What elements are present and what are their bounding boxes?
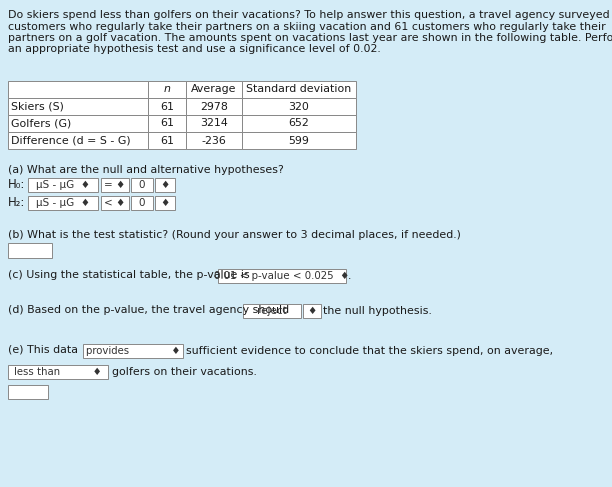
Text: (a) What are the null and alternative hypotheses?: (a) What are the null and alternative hy… bbox=[8, 165, 284, 175]
Bar bbox=[155, 178, 175, 192]
Text: partners on a golf vacation. The amounts spent on vacations last year are shown : partners on a golf vacation. The amounts… bbox=[8, 33, 612, 43]
Bar bbox=[28, 178, 98, 192]
Text: (c) Using the statistical table, the p-value is: (c) Using the statistical table, the p-v… bbox=[8, 270, 250, 280]
Bar bbox=[131, 196, 153, 210]
Text: H₀:: H₀: bbox=[8, 179, 25, 191]
Text: 3214: 3214 bbox=[200, 118, 228, 129]
Text: (b) What is the test statistic? (Round your answer to 3 decimal places, if neede: (b) What is the test statistic? (Round y… bbox=[8, 230, 461, 240]
Bar bbox=[131, 178, 153, 192]
Text: Standard deviation: Standard deviation bbox=[247, 85, 352, 94]
Bar bbox=[8, 385, 48, 399]
Bar bbox=[186, 132, 242, 149]
Text: μS - μG  ♦: μS - μG ♦ bbox=[36, 180, 90, 190]
Bar bbox=[242, 115, 356, 132]
Bar bbox=[83, 344, 183, 358]
Text: H₂:: H₂: bbox=[8, 196, 25, 209]
Text: Golfers (G): Golfers (G) bbox=[11, 118, 71, 129]
Bar bbox=[8, 98, 148, 115]
Bar bbox=[148, 98, 186, 115]
Text: reject: reject bbox=[257, 306, 287, 316]
Text: an appropriate hypothesis test and use a significance level of 0.02.: an appropriate hypothesis test and use a… bbox=[8, 44, 381, 55]
Text: customers who regularly take their partners on a skiing vacation and 61 customer: customers who regularly take their partn… bbox=[8, 21, 606, 32]
Text: 61: 61 bbox=[160, 118, 174, 129]
Bar bbox=[218, 269, 346, 283]
Bar bbox=[8, 115, 148, 132]
Text: (e) This data: (e) This data bbox=[8, 345, 78, 355]
Bar bbox=[243, 304, 301, 318]
Bar bbox=[155, 196, 175, 210]
Text: .: . bbox=[348, 271, 351, 281]
Text: 0: 0 bbox=[139, 180, 145, 190]
Text: 2978: 2978 bbox=[200, 101, 228, 112]
Text: ♦: ♦ bbox=[160, 198, 170, 208]
Text: n: n bbox=[163, 85, 171, 94]
Bar bbox=[148, 81, 186, 98]
Bar bbox=[148, 115, 186, 132]
Text: Do skiers spend less than golfers on their vacations? To help answer this questi: Do skiers spend less than golfers on the… bbox=[8, 10, 612, 20]
Text: 599: 599 bbox=[289, 135, 310, 146]
Text: (d) Based on the p-value, the travel agency should: (d) Based on the p-value, the travel age… bbox=[8, 305, 289, 315]
Text: 652: 652 bbox=[289, 118, 310, 129]
Bar bbox=[303, 304, 321, 318]
Text: -236: -236 bbox=[201, 135, 226, 146]
Text: < ♦: < ♦ bbox=[105, 198, 125, 208]
Bar bbox=[242, 98, 356, 115]
Bar bbox=[186, 115, 242, 132]
Bar bbox=[8, 243, 52, 258]
Bar bbox=[8, 132, 148, 149]
Bar bbox=[8, 365, 108, 379]
Bar bbox=[28, 196, 98, 210]
Bar bbox=[101, 196, 129, 210]
Bar bbox=[186, 81, 242, 98]
Text: Average: Average bbox=[191, 85, 237, 94]
Text: Difference (d = S - G): Difference (d = S - G) bbox=[11, 135, 130, 146]
Text: 61: 61 bbox=[160, 135, 174, 146]
Text: the null hypothesis.: the null hypothesis. bbox=[323, 306, 432, 316]
Text: ♦: ♦ bbox=[307, 306, 316, 316]
Text: Skiers (S): Skiers (S) bbox=[11, 101, 64, 112]
Bar bbox=[186, 98, 242, 115]
Text: less than          ♦: less than ♦ bbox=[14, 367, 102, 377]
Bar bbox=[8, 81, 148, 98]
Text: sufficient evidence to conclude that the skiers spend, on average,: sufficient evidence to conclude that the… bbox=[186, 346, 553, 356]
Text: = ♦: = ♦ bbox=[105, 180, 125, 190]
Text: golfers on their vacations.: golfers on their vacations. bbox=[112, 367, 257, 377]
Text: 0.01 < p-value < 0.025  ♦: 0.01 < p-value < 0.025 ♦ bbox=[214, 271, 349, 281]
Text: 320: 320 bbox=[289, 101, 310, 112]
Text: 0: 0 bbox=[139, 198, 145, 208]
Text: provides             ♦: provides ♦ bbox=[86, 346, 181, 356]
Bar bbox=[242, 132, 356, 149]
Bar bbox=[148, 132, 186, 149]
Bar bbox=[101, 178, 129, 192]
Text: ♦: ♦ bbox=[160, 180, 170, 190]
Text: 61: 61 bbox=[160, 101, 174, 112]
Text: μS - μG  ♦: μS - μG ♦ bbox=[36, 198, 90, 208]
Bar bbox=[242, 81, 356, 98]
